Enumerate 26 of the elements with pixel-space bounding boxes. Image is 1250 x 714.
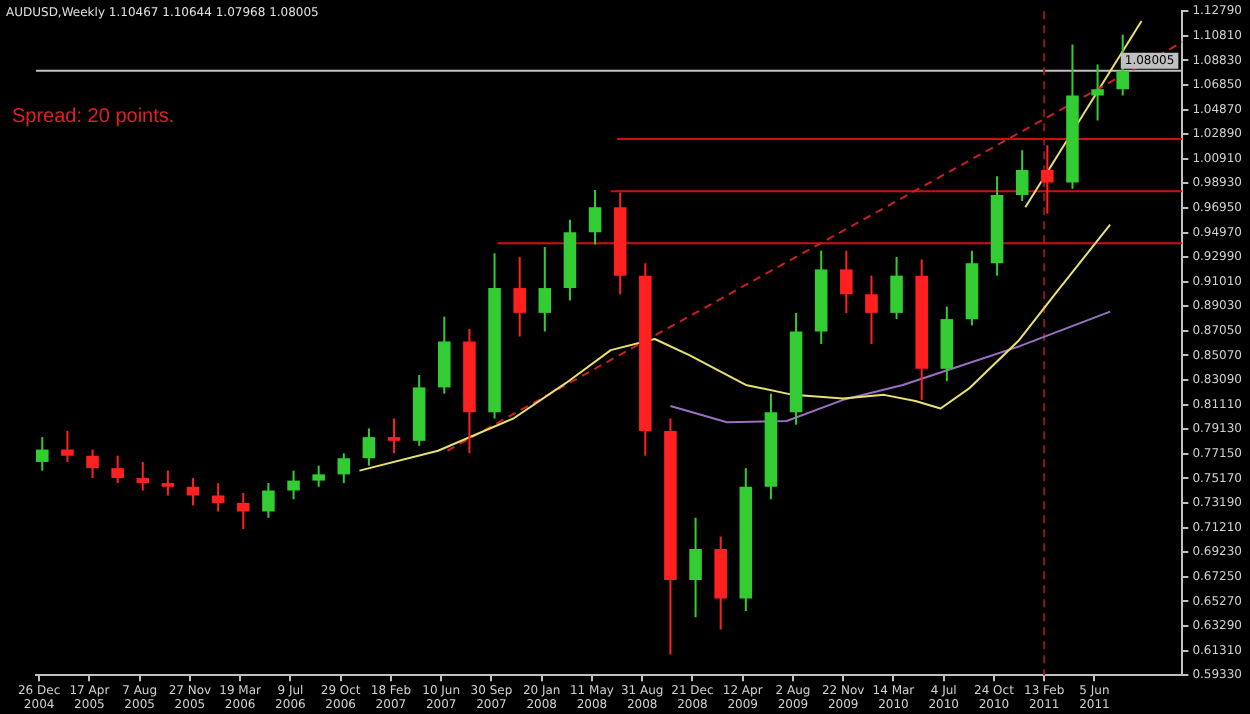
candlestick xyxy=(1091,63,1104,122)
candlestick xyxy=(840,249,853,314)
candlestick xyxy=(312,464,325,488)
candlestick xyxy=(387,417,401,455)
candlestick xyxy=(36,436,49,472)
candlestick xyxy=(438,315,451,395)
candlestick xyxy=(262,482,275,519)
annotation: Spread: 20 points. xyxy=(12,106,175,128)
candlestick xyxy=(211,482,225,513)
candlestick xyxy=(1015,149,1029,203)
candlestick xyxy=(689,516,702,619)
candlestick xyxy=(890,256,903,321)
candlestick xyxy=(86,448,99,480)
candlestick xyxy=(237,491,250,531)
candlestick xyxy=(1041,144,1054,215)
candlestick xyxy=(337,452,351,485)
candlestick xyxy=(161,469,175,497)
candlestick xyxy=(61,429,74,463)
candlestick xyxy=(362,427,376,467)
candlestick xyxy=(287,469,300,501)
candlestick xyxy=(588,188,602,246)
candlestick xyxy=(538,246,552,333)
candlestick xyxy=(136,460,150,492)
candlestick xyxy=(865,274,878,345)
candlestick xyxy=(111,454,124,485)
candlestick xyxy=(513,256,526,338)
